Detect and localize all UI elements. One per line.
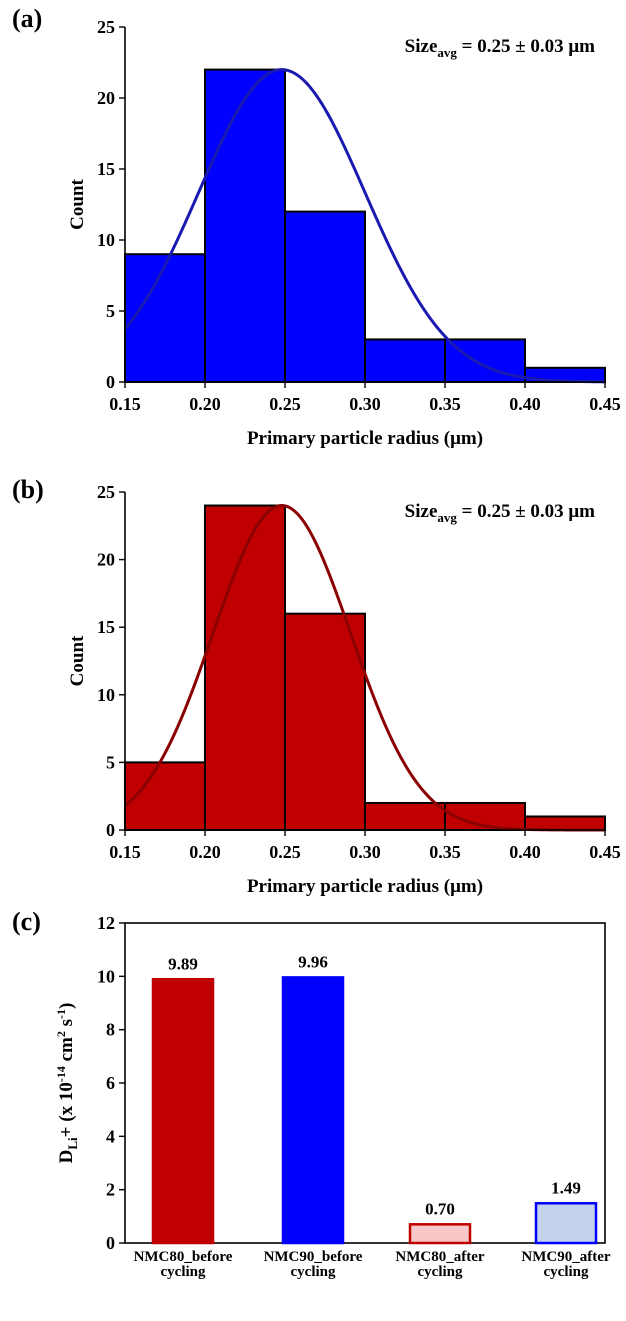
- annotation-value: = 0.25 ± 0.03 μm: [457, 501, 595, 522]
- ylabel-superscript: 2: [54, 1031, 68, 1037]
- y-tick-label: 10: [97, 966, 115, 986]
- y-tick-label: 0: [106, 1233, 115, 1253]
- value-bar: [408, 1223, 472, 1245]
- y-tick-label: 15: [97, 159, 115, 179]
- x-tick-label: 0.45: [589, 394, 621, 414]
- x-axis-title: Primary particle radius (μm): [247, 876, 483, 897]
- x-tick-label: 0.25: [269, 394, 301, 414]
- histogram-bar: [204, 504, 286, 831]
- x-tick-label: 0.20: [189, 394, 221, 414]
- x-tick-label: 0.30: [349, 842, 381, 862]
- y-tick-label: 4: [106, 1126, 115, 1146]
- y-tick-label: 15: [97, 617, 115, 637]
- annotation-subscript: avg: [437, 45, 457, 60]
- y-axis-title: Count: [67, 178, 88, 229]
- y-tick-label: 12: [97, 913, 115, 933]
- histogram-bar: [124, 253, 206, 383]
- x-tick-label: 0.20: [189, 842, 221, 862]
- y-tick-label: 20: [97, 550, 115, 570]
- x-tick-label: 0.15: [109, 394, 141, 414]
- bar-chart-panel-c: 9.89NMC80_beforecycling9.96NMC90_beforec…: [12, 907, 611, 1280]
- ylabel-superscript: -1: [54, 1009, 68, 1019]
- category-label: cycling: [291, 1264, 336, 1280]
- annotation-value: = 0.25 ± 0.03 μm: [457, 36, 595, 57]
- value-bar: [281, 976, 345, 1245]
- panel-label: (c): [12, 907, 41, 936]
- x-tick-label: 0.40: [509, 842, 541, 862]
- annotation-main: Size: [405, 501, 438, 522]
- bar-value-label: 1.49: [551, 1178, 581, 1197]
- histogram-panel-a: 0 5 10 15 20 25 0.15 0.20 0.25 0.30 0.35 0.40 0.45 Pr…: [12, 4, 621, 449]
- y-tick-label: 8: [106, 1020, 115, 1040]
- ylabel-superscript: -14: [54, 1066, 68, 1082]
- x-tick-label: 0.25: [269, 842, 301, 862]
- category-label: NMC80_after: [395, 1249, 484, 1265]
- x-tick-label: 0.35: [429, 842, 461, 862]
- y-tick-label: 0: [106, 372, 115, 392]
- value-bar: [534, 1202, 598, 1245]
- bar-value-label: 9.89: [168, 954, 198, 973]
- histogram-bar: [204, 68, 286, 383]
- y-axis-title: Count: [67, 635, 88, 686]
- histogram-bar: [284, 612, 366, 831]
- ylabel-base: D: [56, 1150, 77, 1164]
- x-tick-label: 0.35: [429, 394, 461, 414]
- bar-value-label: 0.70: [425, 1199, 455, 1218]
- category-label: NMC90_before: [264, 1249, 363, 1265]
- y-tick-label: 5: [106, 752, 115, 772]
- x-axis-title: Primary particle radius (μm): [247, 428, 483, 449]
- ylabel-unit: s: [56, 1019, 77, 1031]
- size-annotation: Sizeavg = 0.25 ± 0.03 μm: [405, 501, 595, 525]
- gaussian-fit-curve: [123, 68, 606, 384]
- y-tick-label: 0: [106, 820, 115, 840]
- category-label: NMC80_before: [134, 1249, 233, 1265]
- y-tick-label: 10: [97, 685, 115, 705]
- histogram-bar: [124, 761, 206, 832]
- category-label: cycling: [544, 1264, 589, 1280]
- y-tick-label: 25: [97, 482, 115, 502]
- histogram-bar: [364, 338, 446, 383]
- panel-label: (b): [12, 475, 44, 504]
- annotation-subscript: avg: [437, 510, 457, 525]
- panel-label: (a): [12, 4, 42, 33]
- category-label: cycling: [418, 1264, 463, 1280]
- ylabel-subscript: Li: [65, 1137, 80, 1150]
- x-tick-label: 0.30: [349, 394, 381, 414]
- ylabel-unit: cm: [56, 1037, 77, 1066]
- y-axis-title: DLi+ (x 10-14 cm2 s-1): [54, 1003, 80, 1164]
- y-tick-label: 20: [97, 88, 115, 108]
- histogram-bar: [364, 801, 446, 832]
- annotation-main: Size: [405, 36, 438, 57]
- x-tick-label: 0.40: [509, 394, 541, 414]
- category-label: cycling: [161, 1264, 206, 1280]
- ylabel-unit: ): [56, 1003, 77, 1009]
- x-tick-label: 0.15: [109, 842, 141, 862]
- bar-value-label: 9.96: [298, 952, 328, 971]
- category-label: NMC90_after: [521, 1249, 610, 1265]
- histogram-bar: [284, 210, 366, 383]
- histogram-bar: [444, 338, 526, 383]
- value-bar: [151, 978, 215, 1245]
- histogram-panel-b: 0 5 10 15 20 25 0.15 0.20 0.25 0.30 0.35 0.40 0.45 Pr…: [12, 475, 621, 897]
- y-tick-label: 2: [106, 1180, 115, 1200]
- histogram-bar: [524, 815, 606, 831]
- y-tick-label: 6: [106, 1073, 115, 1093]
- ylabel-unit: (x 10: [56, 1082, 77, 1126]
- ylabel-plus: +: [56, 1126, 77, 1137]
- x-tick-label: 0.45: [589, 842, 621, 862]
- y-tick-label: 5: [106, 301, 115, 321]
- y-tick-label: 25: [97, 17, 115, 37]
- size-annotation: Sizeavg = 0.25 ± 0.03 μm: [405, 36, 595, 60]
- y-tick-label: 10: [97, 230, 115, 250]
